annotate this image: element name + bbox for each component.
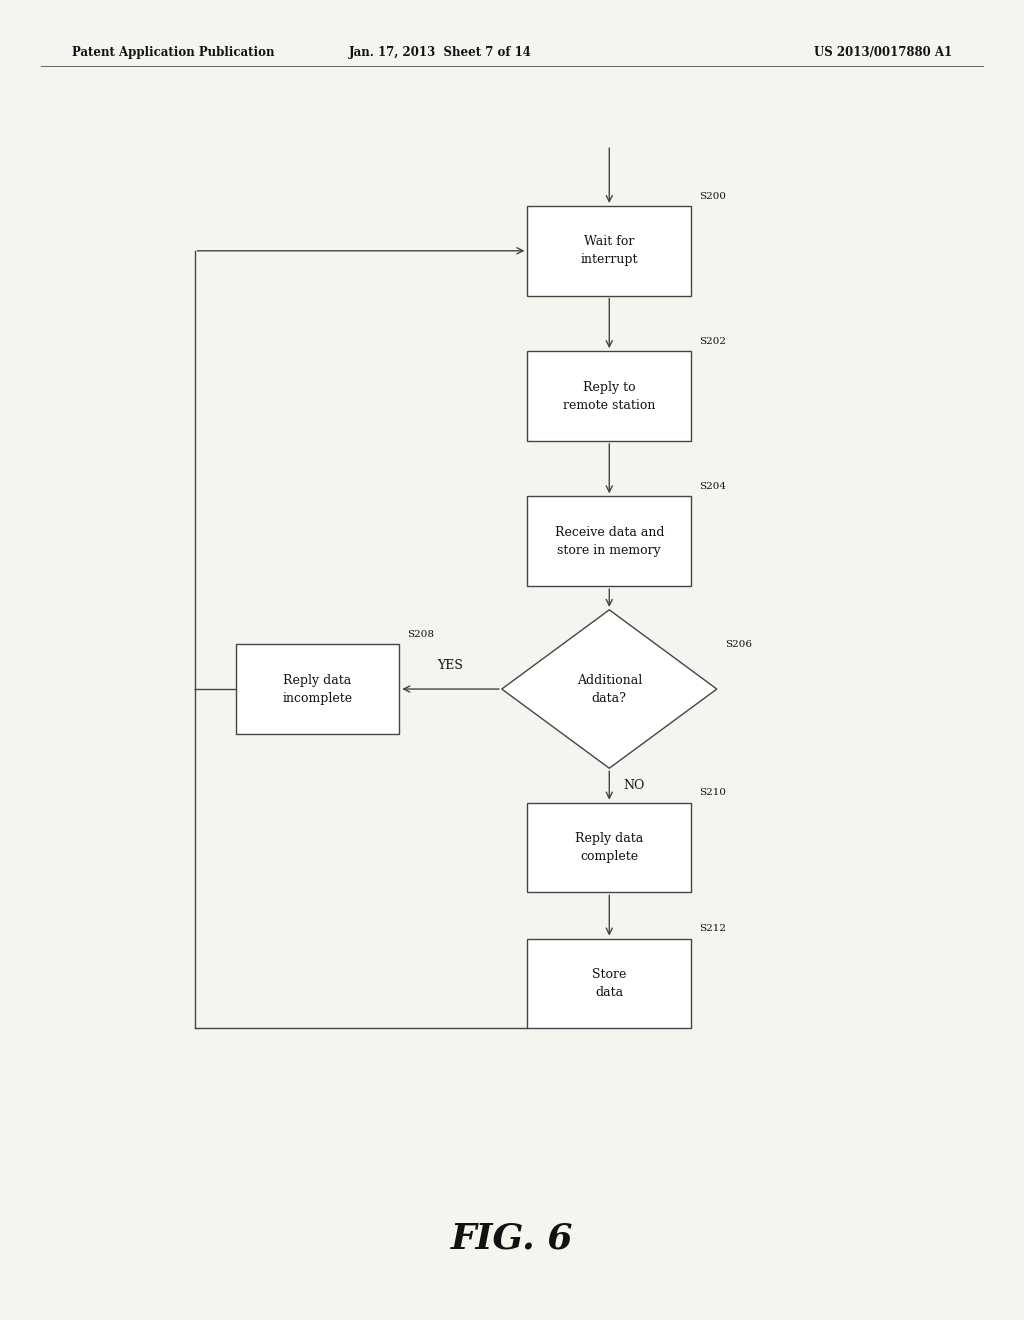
Text: US 2013/0017880 A1: US 2013/0017880 A1 bbox=[814, 46, 952, 59]
Text: Additional
data?: Additional data? bbox=[577, 673, 642, 705]
Text: Wait for
interrupt: Wait for interrupt bbox=[581, 235, 638, 267]
FancyBboxPatch shape bbox=[236, 644, 399, 734]
FancyBboxPatch shape bbox=[527, 939, 691, 1028]
Text: Jan. 17, 2013  Sheet 7 of 14: Jan. 17, 2013 Sheet 7 of 14 bbox=[349, 46, 531, 59]
Text: S200: S200 bbox=[699, 191, 726, 201]
Text: Reply data
complete: Reply data complete bbox=[575, 832, 643, 863]
Text: Store
data: Store data bbox=[592, 968, 627, 999]
FancyBboxPatch shape bbox=[527, 803, 691, 892]
Text: S206: S206 bbox=[725, 640, 752, 649]
FancyBboxPatch shape bbox=[527, 496, 691, 586]
FancyBboxPatch shape bbox=[527, 206, 691, 296]
Text: S212: S212 bbox=[699, 924, 726, 933]
Polygon shape bbox=[502, 610, 717, 768]
Text: S210: S210 bbox=[699, 788, 726, 797]
Text: S208: S208 bbox=[408, 630, 434, 639]
Text: S202: S202 bbox=[699, 337, 726, 346]
Text: FIG. 6: FIG. 6 bbox=[451, 1221, 573, 1255]
Text: Reply to
remote station: Reply to remote station bbox=[563, 380, 655, 412]
Text: S204: S204 bbox=[699, 482, 726, 491]
Text: YES: YES bbox=[437, 659, 464, 672]
Text: Receive data and
store in memory: Receive data and store in memory bbox=[555, 525, 664, 557]
Text: Patent Application Publication: Patent Application Publication bbox=[72, 46, 274, 59]
Text: NO: NO bbox=[624, 779, 645, 792]
FancyBboxPatch shape bbox=[527, 351, 691, 441]
Text: Reply data
incomplete: Reply data incomplete bbox=[283, 673, 352, 705]
